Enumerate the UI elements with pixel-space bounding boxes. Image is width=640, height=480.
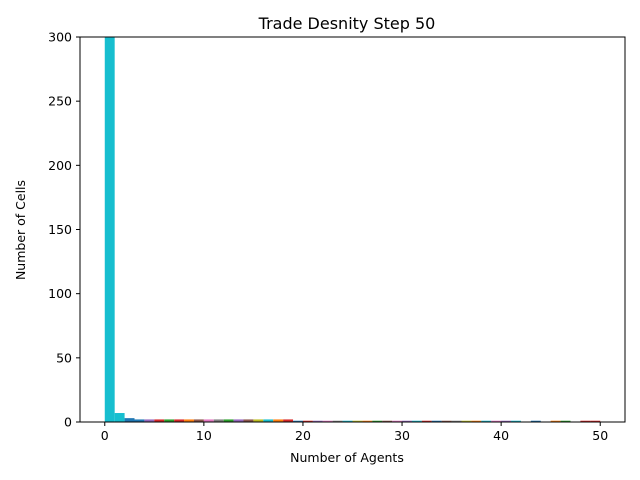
- histogram-bar: [342, 420, 353, 422]
- histogram-bar: [243, 419, 254, 422]
- histogram-bar: [174, 419, 185, 422]
- y-tick-label: 250: [48, 94, 72, 109]
- histogram-bar: [402, 420, 412, 422]
- histogram-bar: [193, 419, 204, 422]
- histogram-bar: [293, 420, 303, 422]
- histogram-bar: [273, 419, 284, 422]
- plot-frame: [79, 36, 626, 423]
- histogram-bar: [104, 37, 115, 422]
- histogram-bar: [322, 420, 333, 422]
- histogram-bar: [184, 419, 194, 422]
- histogram-bar: [223, 419, 234, 422]
- histogram-bar: [491, 420, 502, 422]
- histogram-bar: [154, 419, 165, 422]
- histogram-bar: [411, 420, 422, 422]
- histogram-bar: [332, 420, 343, 422]
- x-tick-label: 20: [295, 428, 311, 443]
- histogram-bar: [560, 420, 571, 422]
- histogram-bar: [164, 419, 175, 422]
- y-tick-label: 150: [48, 222, 72, 237]
- axes-layer: [79, 36, 626, 423]
- histogram-bar: [263, 419, 274, 422]
- y-tick-label: 0: [64, 415, 72, 430]
- histogram-bar: [124, 418, 135, 422]
- histogram-bar: [312, 420, 323, 422]
- x-tick-label: 50: [592, 428, 608, 443]
- x-tick-label: 0: [101, 428, 109, 443]
- histogram-bar: [511, 420, 521, 422]
- y-tick-label: 200: [48, 158, 72, 173]
- histogram-bar: [530, 420, 541, 422]
- histogram-bar: [144, 419, 155, 422]
- histogram-bar: [352, 420, 363, 422]
- histogram-bar: [382, 420, 393, 422]
- histogram-bar: [134, 419, 145, 422]
- histogram-bar: [213, 419, 224, 422]
- histogram-bar: [550, 420, 561, 422]
- histogram-bar: [203, 419, 214, 422]
- histogram-bar: [421, 420, 432, 422]
- histogram-bar: [114, 413, 125, 422]
- histogram-bar: [283, 419, 294, 422]
- histogram-bar: [253, 419, 264, 422]
- histogram-bar: [481, 420, 492, 422]
- y-tick-label: 100: [48, 286, 72, 301]
- histogram-bar: [431, 420, 442, 422]
- x-tick-label: 30: [394, 428, 410, 443]
- histogram-bar: [372, 420, 383, 422]
- histogram-bar: [471, 420, 482, 422]
- x-tick-label: 40: [493, 428, 509, 443]
- bars-layer: [104, 37, 601, 422]
- histogram-bar: [233, 419, 244, 422]
- y-axis-label: Number of Cells: [13, 180, 28, 280]
- x-axis-label: Number of Agents: [290, 450, 404, 465]
- y-tick-label: 300: [48, 30, 72, 45]
- histogram-bar: [580, 420, 591, 422]
- y-tick-label: 50: [56, 350, 72, 365]
- histogram-bar: [451, 420, 462, 422]
- ticks-layer: 0 10 20 30 40 50 0 50 100 150 200 250 300: [48, 30, 608, 444]
- histogram-bar: [441, 420, 452, 422]
- histogram-bar: [590, 420, 601, 422]
- histogram-bar: [362, 420, 373, 422]
- histogram-bar: [461, 420, 472, 422]
- x-tick-label: 10: [196, 428, 212, 443]
- histogram-bar: [392, 420, 403, 422]
- chart-title: Trade Desnity Step 50: [258, 14, 436, 33]
- histogram-bar: [501, 420, 512, 422]
- histogram-bar: [302, 420, 313, 422]
